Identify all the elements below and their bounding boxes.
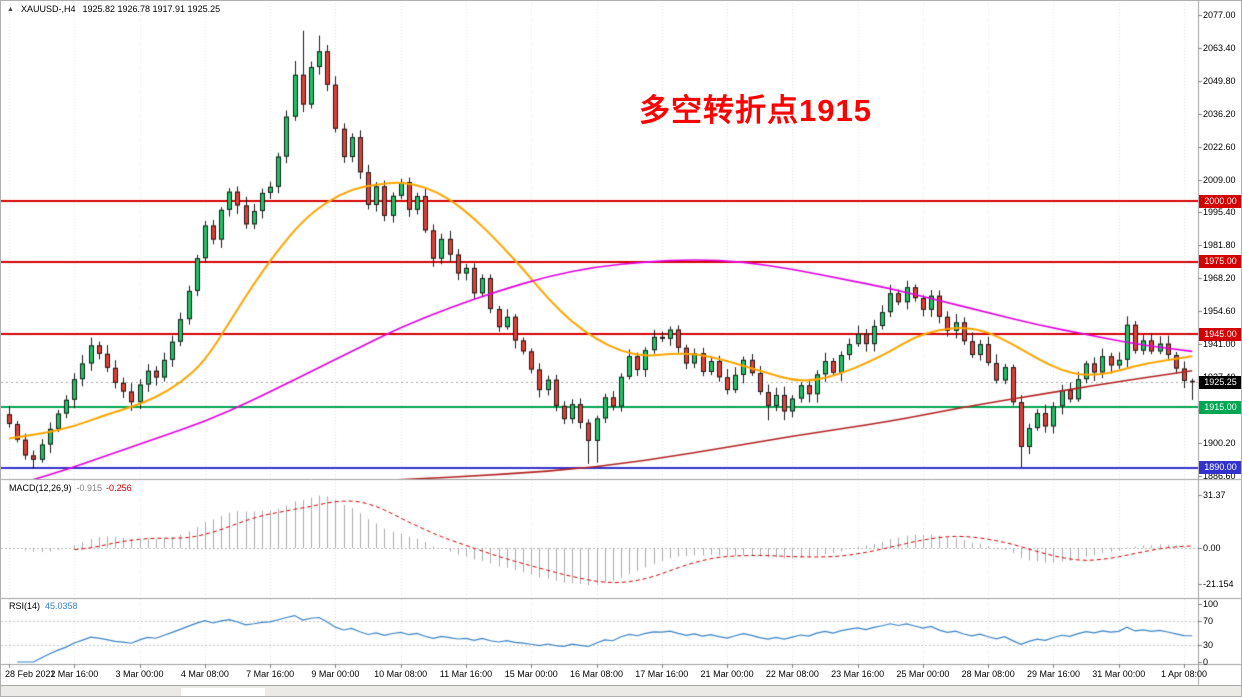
rsi-scale-label: 0 (1203, 657, 1209, 667)
time-axis-label: 10 Mar 08:00 (374, 669, 428, 679)
time-axis-label: 15 Mar 00:00 (504, 669, 558, 679)
price-line-badge: 1890.00 (1199, 461, 1241, 475)
price-tick-label: 1941.00 (1203, 339, 1236, 350)
rsi-indicator-label: RSI(14) 45.0358 (9, 601, 78, 611)
price-tick-label: 2063.40 (1203, 42, 1236, 53)
chart-header: ▲ XAUUSD-,H4 1925.82 1926.78 1917.91 192… (7, 4, 220, 14)
price-tick-label: 2077.00 (1203, 10, 1236, 20)
price-tick-label: 1968.20 (1203, 273, 1236, 284)
time-axis-label: 22 Mar 08:00 (765, 669, 819, 679)
bottom-bar-highlight (181, 688, 265, 696)
price-tick-label: 1995.40 (1203, 207, 1236, 218)
time-axis-label: 9 Mar 00:00 (311, 669, 360, 679)
macd-name: MACD(12,26,9) (9, 483, 72, 493)
price-line-badge: 1945.00 (1199, 327, 1241, 341)
time-axis-label: 16 Mar 08:00 (569, 669, 624, 679)
time-axis-label: 4 Mar 08:00 (180, 669, 229, 679)
time-axis-label: 11 Mar 16:00 (439, 669, 493, 679)
macd-signal-value: -0.256 (106, 483, 132, 493)
price-tick-label: 1900.20 (1203, 437, 1236, 448)
macd-scale-label: -21.154 (1203, 578, 1234, 589)
time-axis-label: 29 Mar 16:00 (1026, 669, 1080, 679)
time-axis-label: 28 Feb 2022 (5, 669, 56, 679)
price-line-badge: 1915.00 (1199, 400, 1241, 414)
price-tick-label: 1981.80 (1203, 240, 1236, 251)
time-axis-label: 25 Mar 00:00 (896, 669, 950, 679)
time-axis-label: 21 Mar 00:00 (700, 669, 754, 679)
time-axis-label: 17 Mar 16:00 (635, 669, 689, 679)
rsi-scale-label: 100 (1203, 599, 1219, 609)
macd-scale-label: 31.37 (1203, 489, 1226, 500)
rsi-scale-label: 30 (1203, 639, 1214, 650)
price-tick-label: 2049.80 (1203, 75, 1236, 86)
rsi-name: RSI(14) (9, 601, 41, 611)
time-axis-label: 1 Mar 16:00 (50, 669, 99, 679)
price-tick-label: 2036.20 (1203, 108, 1236, 119)
rsi-scale-label: 70 (1203, 616, 1214, 627)
chart-symbol-period: XAUUSD-,H4 (20, 4, 76, 14)
chart-symbol-icon: ▲ (7, 5, 14, 13)
price-tick-label: 1954.60 (1203, 306, 1236, 317)
time-axis-label: 1 Apr 08:00 (1161, 669, 1208, 679)
bottom-bar (1, 685, 1241, 696)
macd-scale-label: 0.00 (1203, 543, 1221, 553)
price-line-badge: 1975.00 (1199, 255, 1241, 269)
price-line-badge: 2000.00 (1199, 194, 1241, 208)
rsi-value: 45.0358 (45, 601, 78, 611)
time-axis-label: 3 Mar 00:00 (115, 669, 164, 679)
price-tick-label: 1886.60 (1203, 470, 1236, 481)
chart-annotation-text[interactable]: 多空转折点1915 (639, 93, 872, 128)
chart-ohlc-readout: 1925.82 1926.78 1917.91 1925.25 (82, 4, 221, 14)
price-tick-label: 2022.60 (1203, 141, 1236, 152)
time-axis-label: 7 Mar 16:00 (246, 669, 295, 679)
macd-main-value: -0.915 (76, 483, 103, 493)
time-axis-label: 28 Mar 08:00 (961, 669, 1015, 679)
current-price-badge: 1925.25 (1199, 375, 1241, 389)
macd-indicator-label: MACD(12,26,9) -0.915 -0.256 (9, 483, 132, 493)
time-axis-label: 23 Mar 16:00 (831, 669, 885, 679)
time-axis-label: 31 Mar 00:00 (1092, 669, 1146, 679)
price-tick-label: 2009.00 (1203, 174, 1236, 185)
